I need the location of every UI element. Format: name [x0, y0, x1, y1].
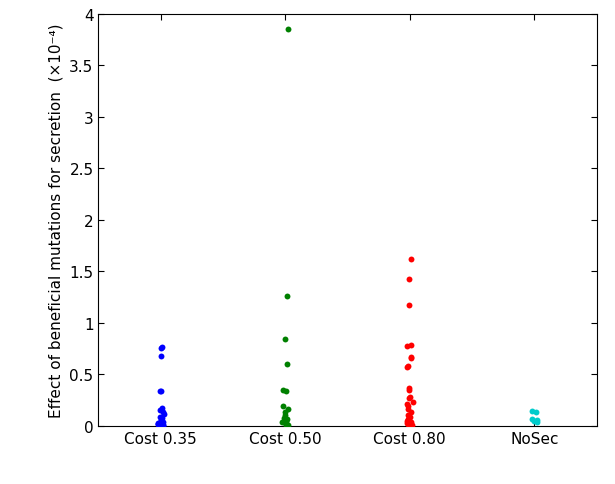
Point: [282, 415, 292, 423]
Point: [281, 388, 291, 395]
Point: [157, 404, 167, 412]
Point: [156, 387, 166, 395]
Point: [408, 398, 418, 406]
Point: [284, 26, 293, 34]
Point: [406, 341, 416, 349]
Point: [281, 420, 291, 427]
Point: [156, 345, 166, 352]
Point: [158, 408, 168, 416]
Point: [155, 388, 165, 395]
Point: [403, 405, 413, 413]
Point: [402, 417, 412, 425]
Point: [277, 419, 287, 426]
Point: [282, 360, 292, 368]
Point: [533, 419, 542, 426]
Point: [531, 408, 541, 416]
Point: [279, 414, 288, 422]
Point: [406, 354, 416, 362]
Point: [153, 419, 163, 427]
Point: [155, 413, 165, 421]
Point: [281, 421, 291, 428]
Point: [283, 405, 293, 413]
Point: [406, 408, 416, 416]
Point: [404, 421, 414, 429]
Point: [402, 363, 412, 371]
Point: [403, 384, 413, 392]
Point: [280, 417, 290, 425]
Point: [405, 302, 415, 309]
Point: [533, 416, 542, 424]
Point: [403, 402, 413, 410]
Point: [405, 393, 415, 401]
Point: [402, 400, 412, 408]
Point: [156, 416, 166, 424]
Point: [157, 414, 167, 422]
Point: [406, 256, 416, 263]
Point: [153, 421, 162, 428]
Point: [280, 412, 290, 420]
Point: [278, 387, 288, 394]
Point: [527, 415, 537, 423]
Point: [159, 418, 169, 426]
Point: [281, 421, 291, 429]
Point: [403, 421, 413, 428]
Point: [403, 416, 413, 424]
Point: [159, 411, 169, 419]
Point: [156, 353, 166, 361]
Point: [158, 422, 168, 429]
Point: [529, 417, 539, 425]
Point: [157, 422, 167, 429]
Point: [280, 408, 290, 416]
Point: [404, 387, 414, 394]
Point: [156, 406, 165, 414]
Point: [157, 344, 167, 351]
Point: [405, 395, 415, 403]
Point: [405, 413, 415, 421]
Point: [403, 420, 413, 427]
Point: [403, 412, 413, 420]
Point: [282, 292, 292, 300]
Point: [402, 343, 412, 350]
Y-axis label: Effect of beneficial mutations for secretion  (×10⁻⁴): Effect of beneficial mutations for secre…: [49, 23, 64, 417]
Point: [406, 419, 416, 426]
Point: [283, 422, 293, 429]
Point: [403, 363, 413, 370]
Point: [406, 354, 416, 362]
Point: [278, 403, 288, 410]
Point: [403, 415, 413, 423]
Point: [158, 421, 168, 429]
Point: [153, 420, 163, 428]
Point: [407, 422, 417, 429]
Point: [156, 417, 166, 424]
Point: [404, 276, 414, 284]
Point: [527, 407, 537, 415]
Point: [280, 335, 290, 343]
Point: [280, 416, 290, 424]
